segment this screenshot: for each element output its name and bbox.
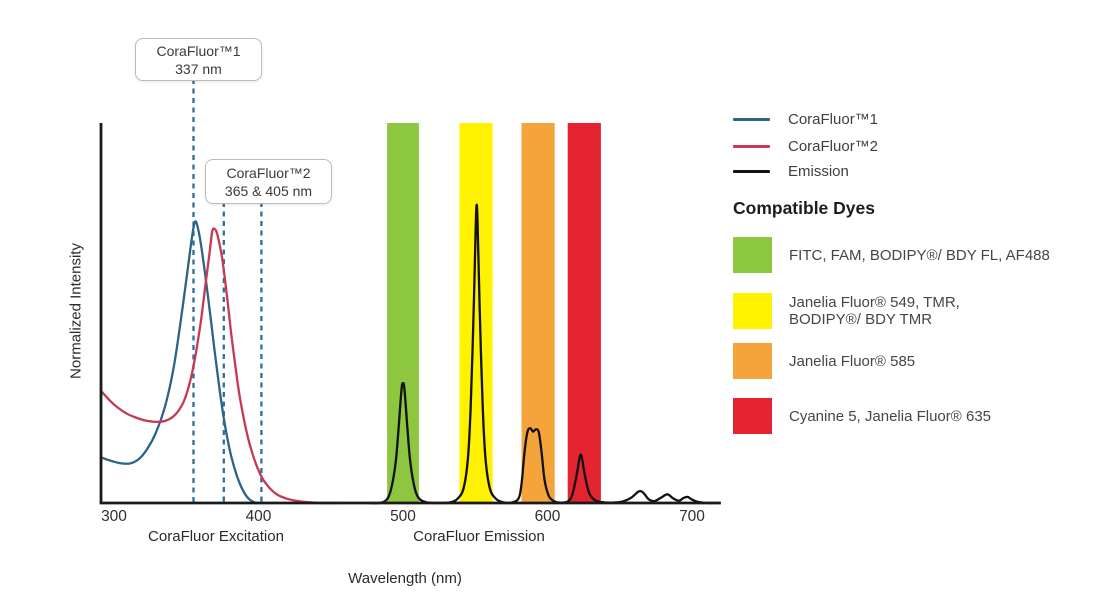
dye-label-orange: Janelia Fluor® 585 (789, 352, 916, 370)
callout-corafluor1-wavelength: 337 nm (175, 60, 222, 77)
legend-line-swatch-emission (733, 169, 770, 173)
curve-corafluor-1-excitation (99, 220, 259, 505)
x-tick-label-600: 600 (535, 508, 561, 525)
x-axis-title: Wavelength (nm) (348, 570, 462, 587)
x-tick-label-500: 500 (390, 508, 416, 525)
dye-swatch-red (733, 398, 772, 434)
dye-label-yellow: Janelia Fluor® 549, TMR, BODIPY®/ BDY TM… (789, 294, 960, 328)
legend-label-corafluor2: CoraFluor™2 (788, 137, 879, 155)
dye-swatch-orange (733, 343, 772, 379)
dye-item-orange: Janelia Fluor® 585 (733, 343, 915, 379)
dye-swatch-green (733, 237, 772, 273)
dye-swatch-yellow (733, 293, 772, 329)
legend-item-corafluor1: CoraFluor™1 (733, 110, 879, 128)
legend-line-swatch-corafluor2 (733, 144, 770, 148)
legend-item-emission: Emission (733, 162, 849, 180)
dye-item-red: Cyanine 5, Janelia Fluor® 635 (733, 398, 991, 434)
filter-band-green (387, 123, 419, 503)
callout-corafluor1-title: CoraFluor™1 (156, 42, 241, 59)
legend-line-swatch-corafluor1 (733, 117, 770, 121)
callout-corafluor2-title: CoraFluor™2 (226, 164, 311, 181)
callout-corafluor1: CoraFluor™1 337 nm (135, 38, 262, 81)
legend-label-emission: Emission (788, 162, 849, 180)
dye-label-red: Cyanine 5, Janelia Fluor® 635 (789, 407, 992, 425)
callout-corafluor2: CoraFluor™2 365 & 405 nm (205, 159, 332, 204)
dye-item-green: FITC, FAM, BODIPY®/ BDY FL, AF488 (733, 237, 1050, 273)
legend-item-corafluor2: CoraFluor™2 (733, 137, 879, 155)
legend-panel: CoraFluor™1 CoraFluor™2 Emission Compati… (733, 0, 1103, 612)
dye-label-green: FITC, FAM, BODIPY®/ BDY FL, AF488 (789, 246, 1050, 264)
filter-band-yellow (459, 123, 493, 503)
callout-corafluor2-wavelength: 365 & 405 nm (224, 182, 313, 199)
compatible-dyes-heading: Compatible Dyes (733, 198, 875, 218)
y-axis-label: Normalized Intensity (67, 243, 85, 379)
curve-corafluor-2-excitation (99, 227, 340, 505)
dye-item-yellow: Janelia Fluor® 549, TMR, BODIPY®/ BDY TM… (733, 293, 960, 329)
x-tick-label-400: 400 (246, 508, 272, 525)
x-axis-region-label-excitation: CoraFluor Excitation (148, 528, 284, 545)
legend-label-corafluor1: CoraFluor™1 (788, 110, 879, 128)
filter-band-orange (521, 123, 555, 503)
x-tick-label-300: 300 (101, 508, 127, 525)
filter-band-red (567, 123, 601, 503)
curve-emission (367, 203, 721, 505)
x-tick-label-700: 700 (679, 508, 705, 525)
x-axis-region-label-emission: CoraFluor Emission (413, 528, 545, 545)
